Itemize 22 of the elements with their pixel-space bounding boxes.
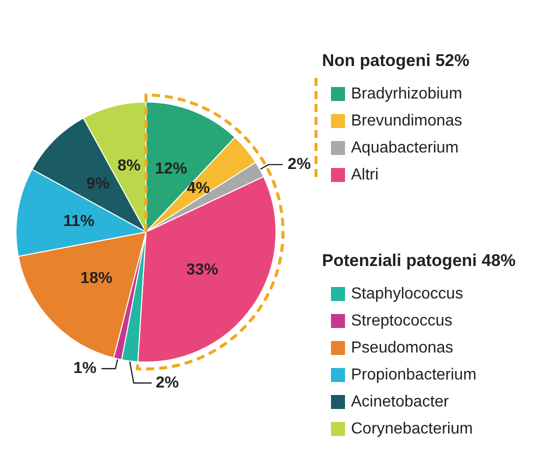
data-label: 2%: [288, 156, 311, 174]
text: Non patogeni 52%: [322, 51, 470, 70]
legend-label: Pseudomonas: [351, 340, 454, 356]
data-label: 1%: [73, 360, 96, 378]
legend-label: Staphylococcus: [351, 286, 464, 302]
data-label: 33%: [186, 262, 218, 279]
data-label: 4%: [186, 180, 210, 198]
legend-label: Bradyrhizobium: [351, 86, 462, 102]
data-label: 11%: [63, 212, 94, 230]
data-label: 2%: [156, 374, 179, 392]
data-label: 18%: [80, 270, 112, 288]
legend-label: Altri: [351, 166, 379, 184]
data-label: 9%: [86, 175, 110, 192]
legend-label: Brevundimonas: [351, 112, 462, 130]
data-label: 12%: [155, 160, 188, 178]
text: Potenziali patogeni 48%: [322, 251, 516, 270]
legend-label: Aquabacterium: [351, 140, 459, 156]
legend-label: Propionbacterium: [351, 366, 476, 384]
data-label: 8%: [118, 158, 141, 175]
legend-label: Acinetobacter: [351, 394, 450, 410]
legend-label: Corynebacterium: [351, 420, 473, 438]
legend-label: Streptococcus: [351, 312, 452, 330]
